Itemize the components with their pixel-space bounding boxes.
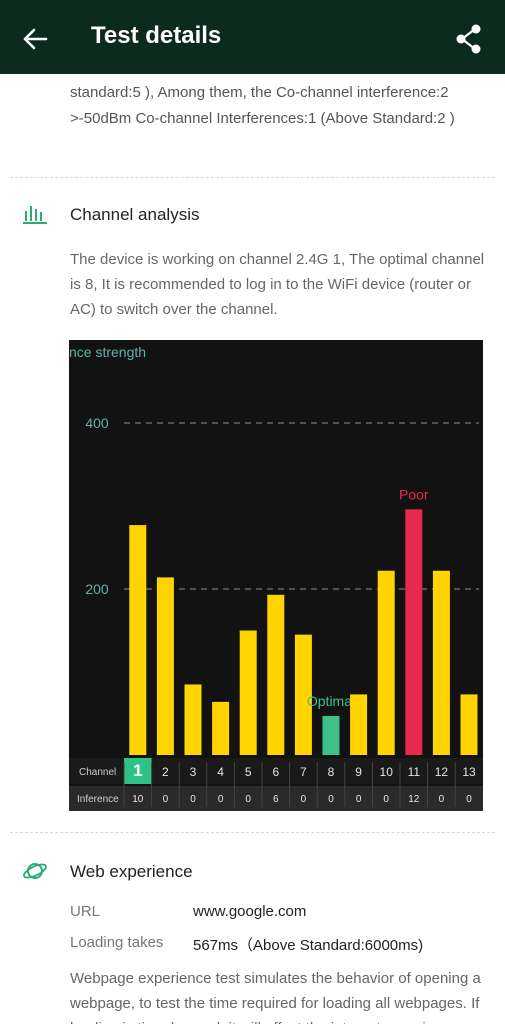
bar-channel-13: [460, 694, 478, 755]
y-tick-label: 400: [85, 415, 109, 431]
channel-chart-svg: nce strength200400ChannelInference110203…: [69, 344, 483, 811]
bar-channel-6: [267, 594, 285, 755]
section-divider: [10, 832, 495, 833]
channel-chart: nce strength 200 400 Channel Inference 1 10 2 0 3…: [69, 340, 483, 811]
inference-value: 0: [356, 794, 362, 805]
bar-annotation-poor: Poor: [399, 486, 429, 502]
inference-value: 6: [273, 794, 279, 805]
inference-value: 0: [301, 794, 307, 805]
share-icon: [456, 24, 481, 54]
bar-channel-8: [322, 715, 340, 755]
bar-channel-9: [350, 694, 368, 755]
arrow-left-icon: [23, 28, 48, 50]
channel-tick-label: 8: [328, 765, 335, 779]
bar-channel-3: [184, 684, 202, 755]
bar-channel-2: [156, 577, 174, 755]
content-scroll[interactable]: The number of Co-channel interference:3(…: [0, 74, 505, 1024]
loading-label: Loading takes: [70, 934, 164, 951]
loading-value: 567ms（Above Standard:6000ms): [193, 937, 424, 954]
bar-channel-11: [405, 509, 423, 755]
bar-channel-12: [432, 570, 450, 755]
web-experience-title: Web experience: [70, 862, 193, 881]
channel-tick-label: 2: [162, 765, 169, 779]
y-tick-label: 200: [85, 581, 109, 597]
channel-tick-label: 4: [217, 765, 224, 779]
bar-channel-10: [377, 570, 395, 755]
bar-annotation-optimal: Optimal: [307, 693, 355, 709]
inference-value: 0: [439, 794, 445, 805]
inference-value: 0: [218, 794, 224, 805]
channel-tick-label: 9: [355, 765, 362, 779]
channel-tick-label: 5: [245, 765, 252, 779]
bar-channel-4: [212, 701, 230, 755]
planet-icon: [23, 863, 47, 879]
url-value: www.google.com: [193, 903, 307, 920]
page-title: Test details: [91, 22, 222, 49]
current-channel-highlight: [124, 758, 152, 784]
inference-value: 12: [408, 794, 420, 805]
inference-value: 0: [163, 794, 169, 805]
app-bar: Test details: [0, 0, 505, 74]
channel-tick-label: 13: [462, 765, 476, 779]
url-label: URL: [70, 903, 101, 920]
inference-value: 0: [245, 794, 251, 805]
inference-value: 0: [383, 794, 389, 805]
inference-value: 0: [190, 794, 196, 805]
inference-value: 10: [132, 794, 144, 805]
back-button[interactable]: [18, 22, 52, 56]
channel-tick-label: 10: [380, 765, 394, 779]
interference-summary: The number of Co-channel interference:3(…: [70, 74, 455, 127]
channel-tick-label: 1: [133, 761, 142, 780]
inference-value: 0: [466, 794, 472, 805]
inference-row-label: Inference: [77, 794, 119, 805]
inference-row-bg: [69, 786, 483, 811]
bar-channel-1: [129, 525, 147, 755]
channel-tick-label: 11: [408, 765, 421, 779]
channel-analysis-title: Channel analysis: [70, 205, 200, 224]
inference-value: 0: [328, 794, 334, 805]
web-experience-description: Webpage experience test simulates the be…: [70, 970, 481, 1024]
share-button[interactable]: [452, 20, 486, 58]
channel-tick-label: 6: [272, 765, 279, 779]
bar-channel-7: [294, 634, 312, 755]
channel-analysis-description: The device is working on channel 2.4G 1,…: [70, 251, 485, 318]
channel-tick-label: 7: [300, 765, 307, 779]
section-divider: [10, 177, 495, 178]
channel-row-label: Channel: [79, 767, 116, 778]
channel-tick-label: 12: [435, 765, 449, 779]
bar-chart-icon: [23, 206, 47, 224]
y-axis-label: nce strength: [69, 344, 146, 360]
channel-tick-label: 3: [190, 765, 197, 779]
bar-channel-5: [239, 630, 257, 755]
